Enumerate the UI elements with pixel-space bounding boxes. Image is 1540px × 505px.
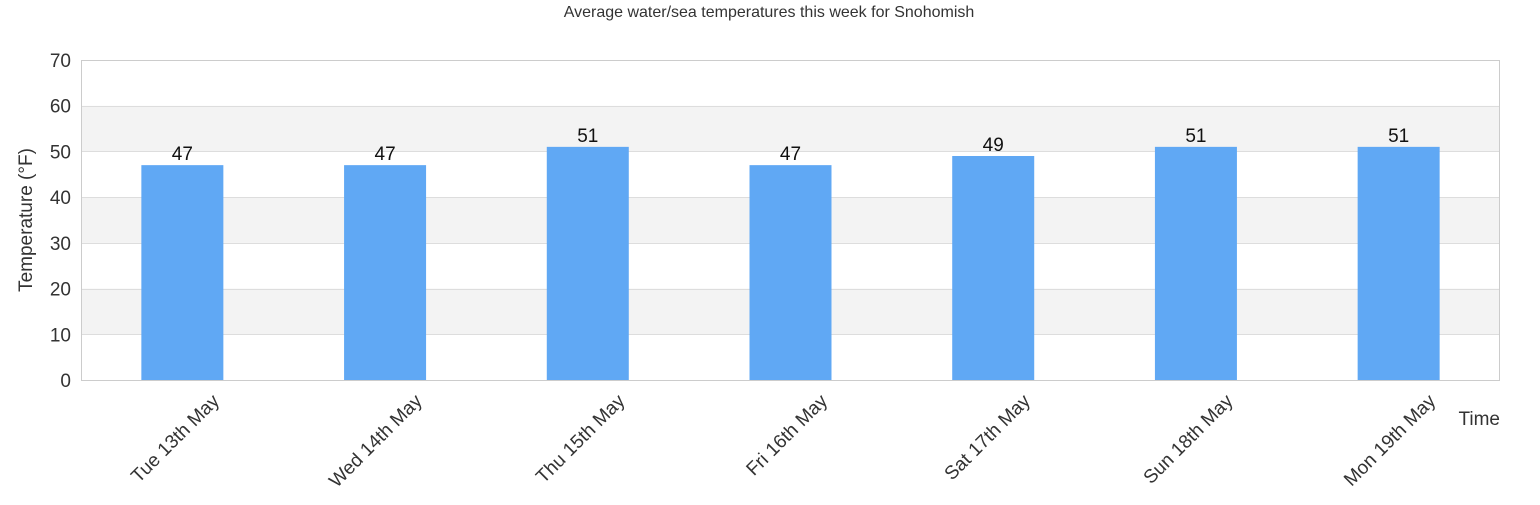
y-tick-label: 20 [50, 280, 71, 301]
data-labels: 47 47 51 47 49 51 51 [172, 126, 1409, 165]
bar [1154, 146, 1237, 380]
x-axis-label: Time [1458, 409, 1500, 430]
y-tick-label: 40 [50, 188, 71, 209]
x-tick-label: Mon 19th May [1340, 390, 1440, 490]
data-label: 51 [1185, 126, 1206, 147]
bar [546, 146, 629, 380]
x-tick-label: Wed 14th May [325, 390, 427, 492]
data-label: 47 [375, 144, 396, 165]
bars [141, 146, 1440, 380]
x-tick-label: Fri 16th May [743, 390, 833, 480]
data-label: 47 [780, 144, 801, 165]
y-axis-ticks: 0 10 20 30 40 50 60 70 [50, 51, 71, 392]
background-band [81, 105, 1500, 152]
bar [952, 156, 1035, 380]
x-tick-label: Sat 17th May [941, 390, 1035, 484]
y-tick-label: 30 [50, 234, 71, 255]
data-label: 49 [983, 135, 1004, 156]
x-axis-ticks: Tue 13th May Wed 14th May Thu 15th May Fri … [127, 390, 1440, 492]
background-band [81, 60, 1500, 106]
bar [1357, 146, 1440, 380]
bar [141, 165, 224, 380]
x-tick-label: Tue 13th May [127, 390, 224, 487]
bar [344, 165, 427, 380]
y-tick-label: 70 [50, 51, 71, 72]
x-tick-label: Thu 15th May [532, 390, 629, 487]
plot-frame [81, 60, 1500, 381]
y-axis-label: Temperature (°F) [16, 148, 37, 292]
data-label: 51 [577, 126, 598, 147]
y-tick-label: 50 [50, 142, 71, 163]
y-tick-label: 0 [60, 371, 71, 392]
bar [749, 165, 832, 380]
y-tick-label: 60 [50, 97, 71, 118]
x-tick-label: Sun 18th May [1140, 390, 1238, 488]
chart-title: Average water/sea temperatures this week… [564, 4, 975, 21]
data-label: 51 [1388, 126, 1409, 147]
data-label: 47 [172, 144, 193, 165]
y-tick-label: 10 [50, 325, 71, 346]
